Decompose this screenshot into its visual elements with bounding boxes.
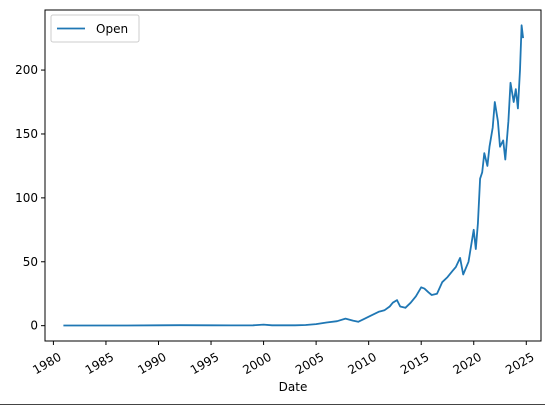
x-tick-label: 1990	[135, 350, 168, 377]
y-tick-label: 0	[30, 319, 38, 333]
x-tick-label: 2020	[451, 350, 484, 377]
legend: Open	[50, 14, 140, 43]
x-axis-ticks: 1980 1985 1990 1995 2000 2005 2010 2015 2020 2025	[30, 341, 537, 377]
x-tick-label: 2005	[293, 350, 326, 377]
legend-box	[50, 14, 140, 43]
y-axis-ticks: 0 50 100 150 200	[15, 63, 45, 333]
x-tick-label: 2025	[503, 350, 536, 377]
y-tick-label: 150	[15, 127, 38, 141]
x-tick-label: 2010	[346, 350, 379, 377]
x-tick-label: 1985	[83, 350, 116, 377]
y-tick-label: 50	[23, 255, 38, 269]
x-axis-label: Date	[279, 380, 308, 394]
x-tick-label: 1980	[30, 350, 63, 377]
x-tick-label: 1995	[188, 350, 221, 377]
plot-frame	[44, 9, 542, 342]
y-tick-label: 100	[15, 191, 38, 205]
x-tick-label: 2015	[398, 350, 431, 377]
x-tick-label: 2000	[240, 350, 273, 377]
y-tick-label: 200	[15, 63, 38, 77]
legend-label-open: Open	[96, 22, 128, 36]
series-line-open	[63, 24, 524, 327]
